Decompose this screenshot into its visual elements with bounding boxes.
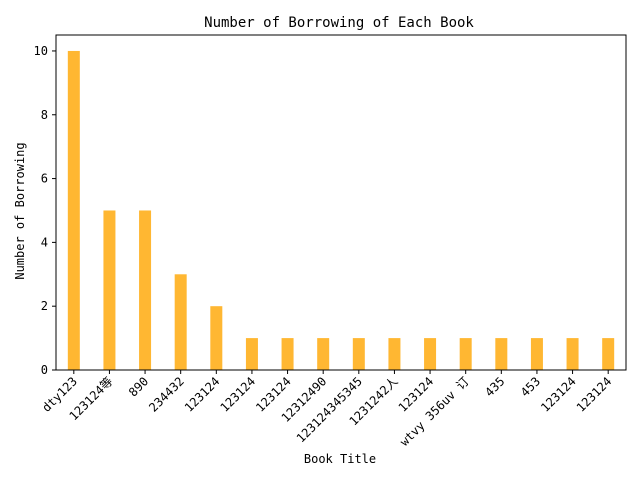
y-tick-label: 10 bbox=[34, 44, 48, 58]
bar bbox=[352, 338, 365, 370]
y-tick-label: 0 bbox=[41, 363, 48, 377]
x-tick-label: 890 bbox=[126, 374, 151, 399]
bar bbox=[174, 274, 187, 370]
bar bbox=[281, 338, 294, 370]
bar bbox=[139, 210, 152, 370]
x-tick-label: 123124 bbox=[217, 374, 258, 415]
x-tick-label: 123124 bbox=[574, 374, 615, 415]
bar bbox=[566, 338, 579, 370]
x-tick-label: 123124 bbox=[182, 374, 223, 415]
y-tick-label: 6 bbox=[41, 172, 48, 186]
bar bbox=[602, 338, 615, 370]
x-tick-label: 123124 bbox=[538, 374, 579, 415]
x-tick-label: 234432 bbox=[146, 374, 187, 415]
x-tick-label: 435 bbox=[482, 374, 507, 399]
bar bbox=[424, 338, 437, 370]
bar bbox=[210, 306, 223, 370]
y-tick-label: 2 bbox=[41, 299, 48, 313]
chart-title: Number of Borrowing of Each Book bbox=[204, 15, 474, 31]
plot-frame bbox=[55, 34, 627, 371]
y-tick-label: 8 bbox=[41, 108, 48, 122]
bar bbox=[495, 338, 508, 370]
y-axis-label: Number of Borrowing bbox=[13, 142, 27, 279]
bar bbox=[317, 338, 330, 370]
bar bbox=[103, 210, 116, 370]
bar bbox=[67, 50, 80, 370]
x-tick-label: 453 bbox=[518, 374, 543, 399]
bar bbox=[388, 338, 401, 370]
bar bbox=[245, 338, 258, 370]
y-tick-label: 4 bbox=[41, 235, 48, 249]
x-axis-label: Book Title bbox=[304, 452, 376, 466]
bar bbox=[459, 338, 472, 370]
bar bbox=[530, 338, 543, 370]
